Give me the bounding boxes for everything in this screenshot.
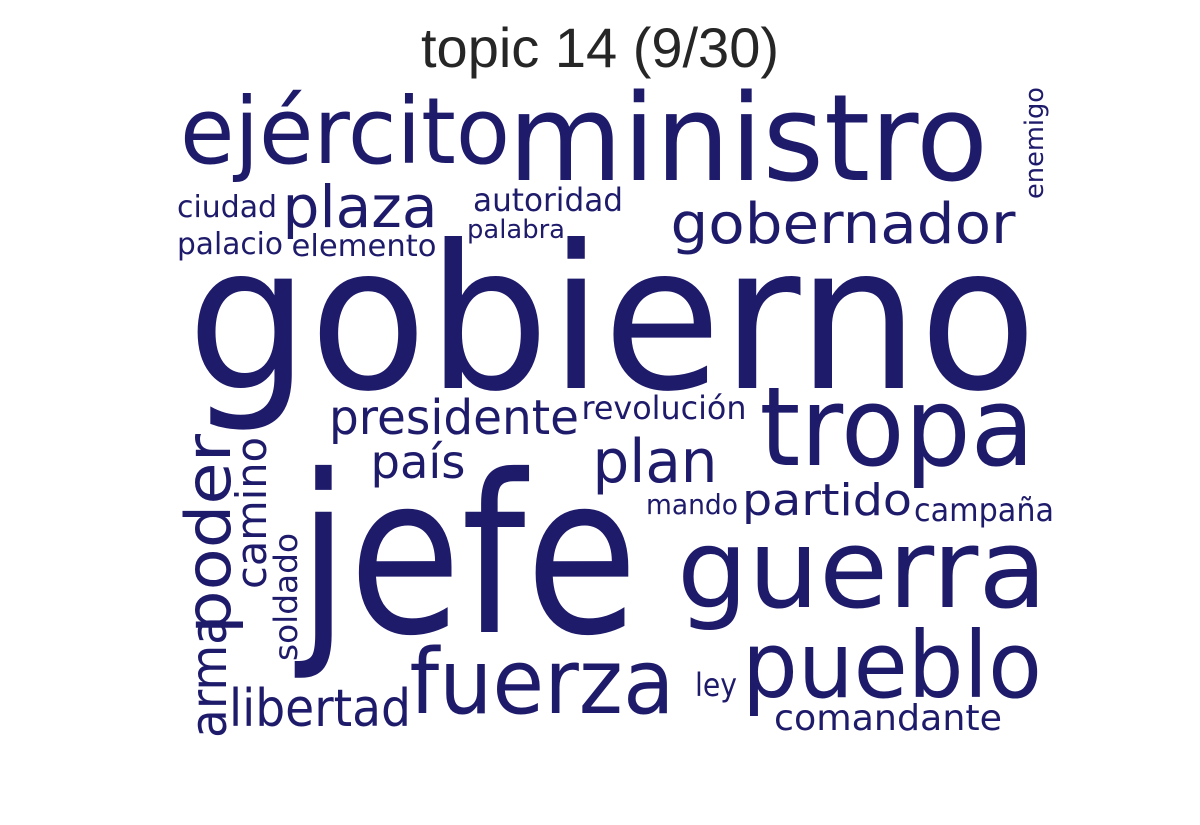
word-campana: campaña xyxy=(914,491,1054,529)
word-enemigo: enemigo xyxy=(1020,87,1050,199)
word-camino: camino xyxy=(227,437,276,589)
word-palabra: palabra xyxy=(467,215,565,245)
word-gobierno: gobierno xyxy=(187,203,1037,436)
word-guerra: guerra xyxy=(677,505,1047,633)
word-ciudad: ciudad xyxy=(177,190,277,225)
word-mando: mando xyxy=(646,488,738,521)
word-ministro: ministro xyxy=(508,70,988,209)
figure-title: topic 14 (9/30) xyxy=(421,16,779,79)
word-gobernador: gobernador xyxy=(671,192,1017,257)
word-ejercito: ejército xyxy=(180,78,510,185)
word-pueblo: pueblo xyxy=(742,612,1042,719)
word-fuerza: fuerza xyxy=(410,630,675,735)
word-libertad: libertad xyxy=(229,679,411,739)
word-palacio: palacio xyxy=(177,227,283,262)
word-elemento: elemento xyxy=(292,229,437,264)
word-jefe: jefe xyxy=(295,428,638,684)
word-partido: partido xyxy=(742,475,912,526)
word-plaza: plaza xyxy=(283,173,438,241)
word-presidente: presidente xyxy=(329,390,579,446)
word-comandante: comandante xyxy=(774,698,1002,739)
word-ley: ley xyxy=(695,666,737,704)
word-soldado: soldado xyxy=(267,533,305,661)
word-pais: país xyxy=(371,435,466,489)
word-autoridad: autoridad xyxy=(473,181,623,219)
word-poder: poder xyxy=(172,433,245,634)
word-plan: plan xyxy=(593,427,718,497)
word-arma: arma xyxy=(180,616,238,738)
word-revolucion: revolución xyxy=(582,389,747,427)
word-tropa: tropa xyxy=(760,363,1035,491)
